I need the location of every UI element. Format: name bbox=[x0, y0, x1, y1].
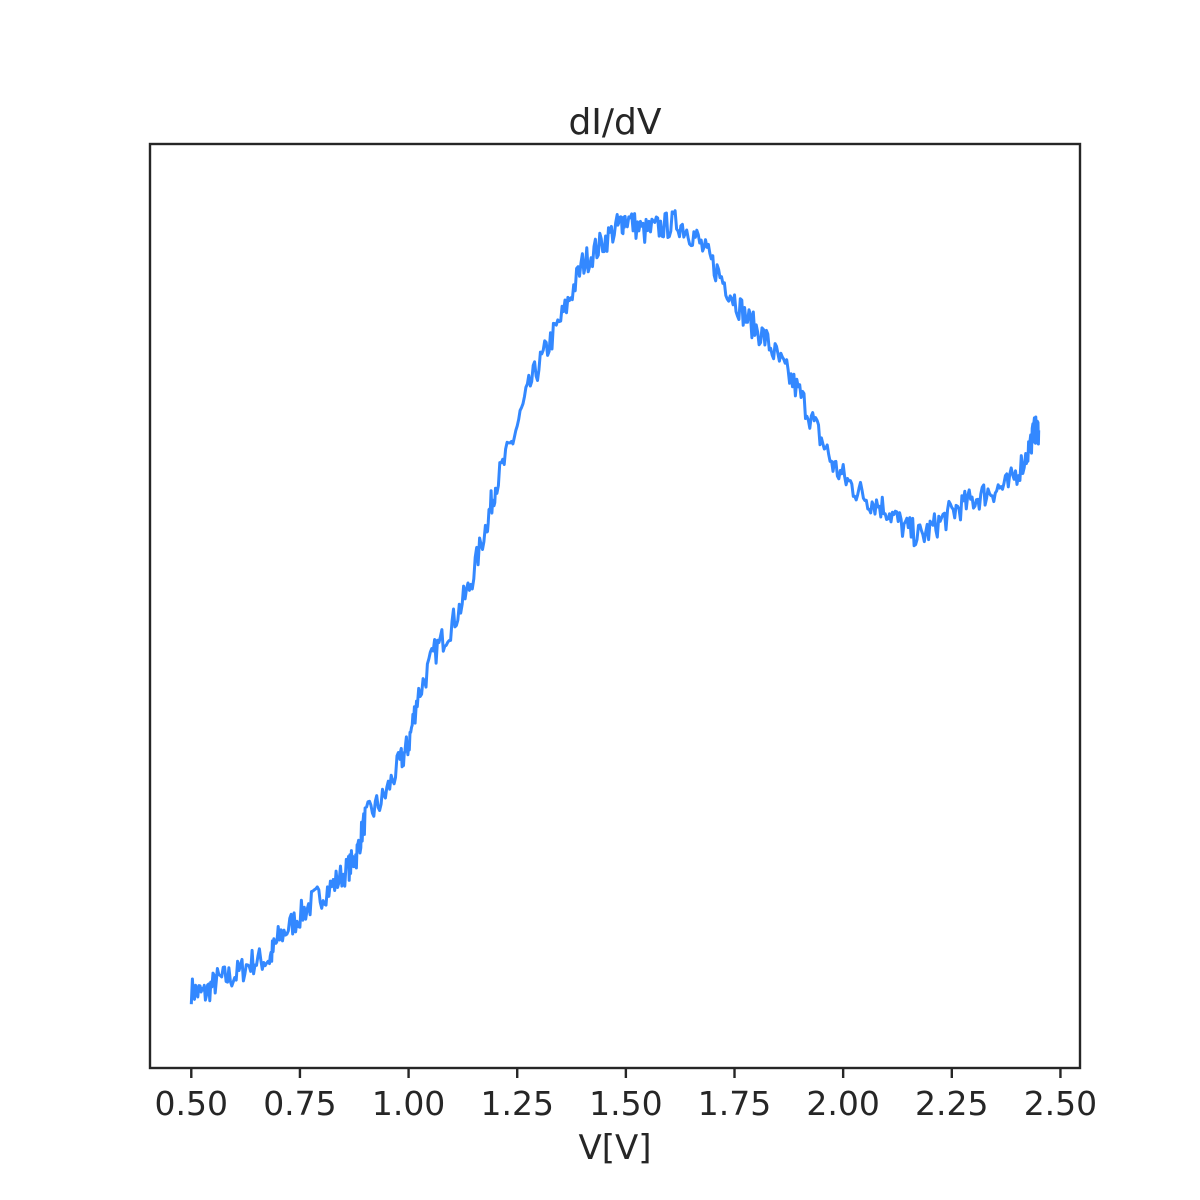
x-tick-label-3: 1.25 bbox=[480, 1084, 553, 1123]
plot-frame bbox=[148, 142, 1082, 1070]
x-tick-label-6: 2.00 bbox=[806, 1084, 879, 1123]
x-axis-label: V[V] bbox=[578, 1128, 651, 1168]
x-tick-label-0: 0.50 bbox=[155, 1084, 228, 1123]
series-layer bbox=[189, 209, 1041, 1005]
series-line-0 bbox=[189, 209, 1041, 1005]
x-tick-label-5: 1.75 bbox=[698, 1084, 771, 1123]
x-tick-label-4: 1.50 bbox=[589, 1084, 662, 1123]
x-tick-label-8: 2.50 bbox=[1024, 1084, 1097, 1123]
chart-title: dI/dV bbox=[568, 102, 661, 143]
x-axis: 0.50 0.75 1.00 1.25 1.50 1.75 2.00 2.25 2.50 bbox=[155, 1068, 1097, 1123]
x-tick-label-1: 0.75 bbox=[263, 1084, 336, 1123]
x-tick-label-7: 2.25 bbox=[915, 1084, 988, 1123]
x-tick-label-2: 1.00 bbox=[372, 1084, 445, 1123]
